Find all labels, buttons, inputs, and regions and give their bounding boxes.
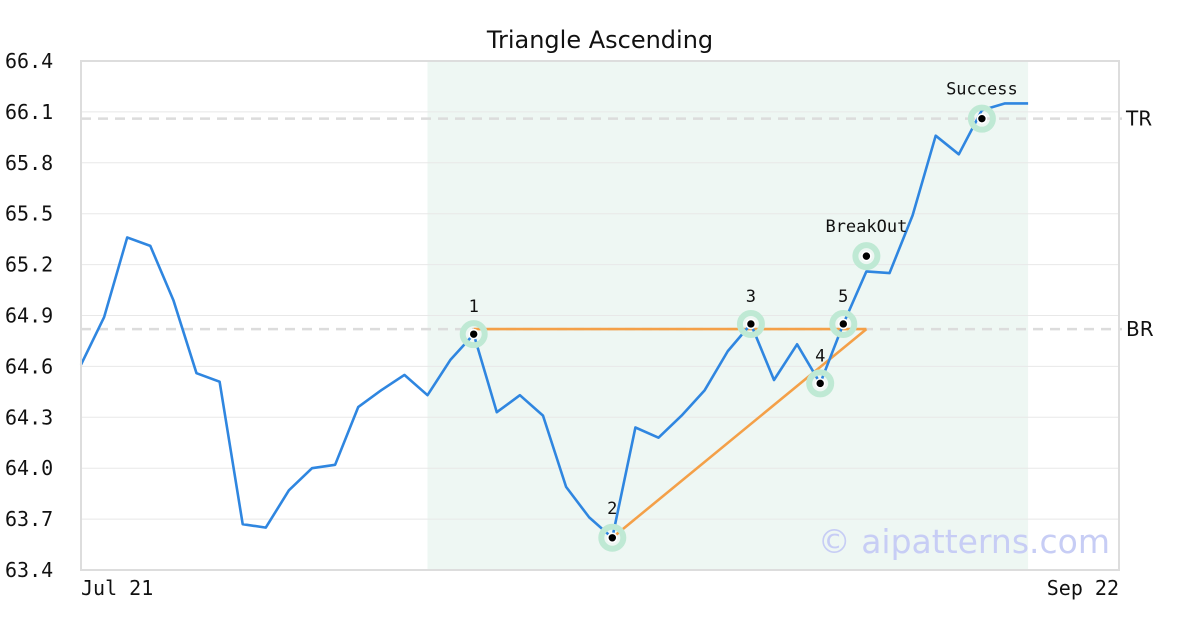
reference-line-label: TR — [1125, 107, 1152, 131]
pattern-point-label: BreakOut — [825, 217, 907, 237]
pattern-point-halo — [459, 320, 488, 349]
pattern-point-marker — [976, 113, 988, 124]
pattern-point-halo — [736, 309, 765, 338]
y-tick-label: 64.3 — [5, 405, 53, 429]
y-tick-label: 63.4 — [5, 558, 53, 582]
pattern-point-halo — [967, 104, 996, 133]
pattern-point-halo — [806, 369, 835, 398]
plot-frame — [80, 60, 1120, 571]
pattern-point-halo — [598, 523, 627, 552]
pattern-point-label: 2 — [607, 499, 617, 519]
pattern-points: 1 2 3 4 5 BreakOut Success — [459, 80, 1018, 552]
pattern-point-label: 3 — [746, 287, 756, 307]
triangle-lines — [473, 327, 868, 539]
y-tick-label: 64.9 — [5, 304, 53, 328]
y-tick-label: 64.0 — [5, 456, 53, 480]
pattern-point-label: 1 — [469, 297, 479, 317]
y-tick-label: 65.2 — [5, 253, 53, 277]
y-tick-label: 66.4 — [5, 49, 53, 73]
pattern-point-label: 4 — [815, 346, 825, 366]
y-tick-label: 63.7 — [5, 507, 53, 531]
x-tick-label-start: Jul 21 — [81, 576, 153, 600]
triangle-line — [611, 328, 868, 539]
watermark: © aipatterns.com — [818, 522, 1110, 561]
chart-title: Triangle Ascending — [486, 26, 713, 54]
pattern-point-halo — [829, 309, 858, 338]
pattern-point-marker — [814, 378, 826, 389]
y-tick-label: 66.1 — [5, 100, 53, 124]
reference-line-label: BR — [1126, 317, 1154, 341]
pattern-point-halo — [852, 242, 881, 271]
reference-lines: TR BR — [81, 107, 1154, 341]
pattern-point-marker — [837, 318, 849, 330]
pattern-point-marker — [468, 328, 480, 340]
y-tick-label: 64.6 — [5, 354, 53, 378]
grid — [81, 111, 1119, 520]
pattern-point-marker — [745, 318, 757, 330]
pattern-point-marker — [606, 532, 618, 544]
pattern-point-marker — [861, 250, 872, 262]
price-series-line — [79, 102, 1029, 540]
pattern-point-label: 5 — [838, 287, 848, 307]
pattern-point-label: Success — [946, 80, 1018, 100]
x-tick-label-end: Sep 22 — [1047, 576, 1119, 600]
y-tick-label: 65.5 — [5, 202, 53, 226]
y-axis-ticks: 66.4 66.1 65.8 65.5 65.2 64.9 64.6 64.3 64.0 63.7… — [5, 49, 53, 582]
y-tick-label: 65.8 — [5, 151, 53, 175]
